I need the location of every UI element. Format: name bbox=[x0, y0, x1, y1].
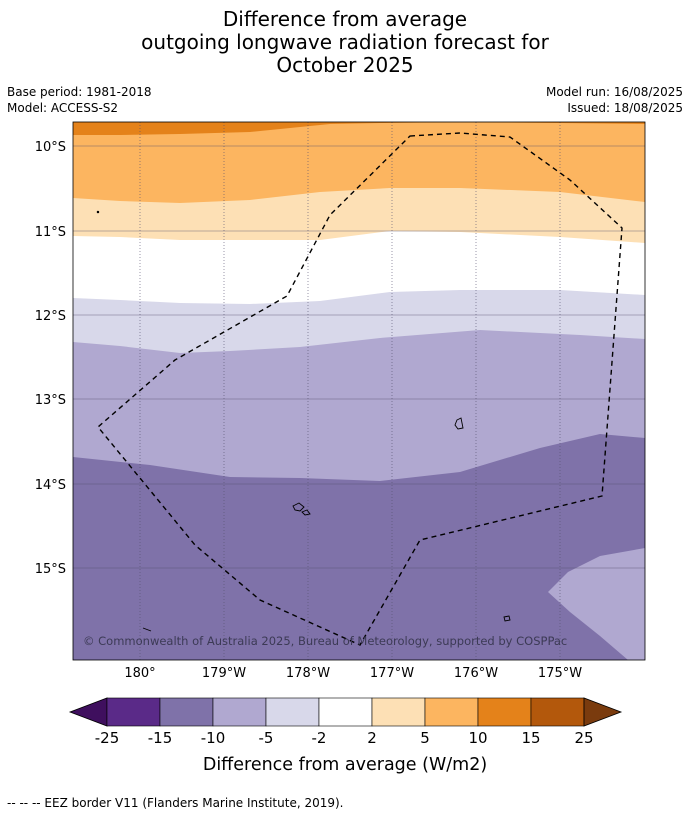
lon-label: 179°W bbox=[202, 666, 246, 681]
lat-labels: 10°S 11°S 12°S 13°S 14°S 15°S bbox=[35, 140, 66, 577]
colorbar-tick: 15 bbox=[521, 729, 540, 747]
lon-label: 180° bbox=[124, 666, 155, 681]
lon-label: 178°W bbox=[286, 666, 330, 681]
island-south-group bbox=[292, 502, 305, 512]
colorbar-tick: -15 bbox=[148, 729, 173, 747]
map-figure: © Commonwealth of Australia 2025, Bureau… bbox=[35, 121, 646, 775]
colorbar-tick: 25 bbox=[574, 729, 593, 747]
colorbar-tick: -25 bbox=[95, 729, 120, 747]
colorbar-label: Difference from average (W/m2) bbox=[203, 755, 487, 775]
colorbar-tick: -10 bbox=[201, 729, 226, 747]
colorbar-segment bbox=[106, 697, 161, 727]
colorbar-segment bbox=[212, 697, 267, 727]
chart-title: Difference from average outgoing longwav… bbox=[0, 8, 690, 77]
model-text: Model: ACCESS-S2 bbox=[7, 101, 119, 115]
lat-label: 11°S bbox=[35, 225, 66, 240]
lat-label: 13°S bbox=[35, 393, 66, 408]
colorbar-segment bbox=[265, 697, 320, 727]
colorbar-high-arrow bbox=[583, 697, 623, 727]
colorbar-tick: -5 bbox=[259, 729, 274, 747]
meta-left: Base period: 1981-2018 Model: ACCESS-S2 bbox=[7, 84, 152, 116]
colorbar-low-arrow bbox=[68, 697, 108, 727]
title-line-2: outgoing longwave radiation forecast for bbox=[141, 30, 549, 54]
eez-legend-text: -- -- -- EEZ border V11 (Flanders Marine… bbox=[7, 796, 344, 810]
lat-label: 12°S bbox=[35, 309, 66, 324]
colorbar-ticks: -25 -15 -10 -5 -2 2 5 10 15 25 bbox=[95, 729, 594, 747]
base-period-text: Base period: 1981-2018 bbox=[7, 85, 152, 99]
island-outlines bbox=[96, 210, 511, 632]
issued-text: Issued: 18/08/2025 bbox=[567, 101, 683, 115]
island-southwest bbox=[142, 627, 152, 632]
title-line-3: October 2025 bbox=[276, 53, 414, 77]
title-line-1: Difference from average bbox=[222, 7, 468, 31]
colorbar: -25 -15 -10 -5 -2 2 5 10 15 25 Differenc… bbox=[68, 697, 623, 775]
lon-label: 175°W bbox=[538, 666, 582, 681]
colorbar-segment bbox=[477, 697, 532, 727]
colorbar-segment bbox=[530, 697, 585, 727]
lat-label: 10°S bbox=[35, 140, 66, 155]
copyright-text: © Commonwealth of Australia 2025, Bureau… bbox=[83, 634, 567, 648]
colorbar-segment bbox=[318, 697, 373, 727]
lon-label: 177°W bbox=[370, 666, 414, 681]
model-run-text: Model run: 16/08/2025 bbox=[545, 85, 683, 99]
colorbar-segment bbox=[424, 697, 479, 727]
lat-label: 14°S bbox=[35, 478, 66, 493]
lon-labels: 180° 179°W 178°W 177°W 176°W 175°W bbox=[124, 666, 582, 681]
colorbar-tick: -2 bbox=[312, 729, 327, 747]
band-plus5-plus10 bbox=[73, 122, 645, 203]
lon-label: 176°W bbox=[454, 666, 498, 681]
colorbar-tick: 2 bbox=[367, 729, 377, 747]
anomaly-field bbox=[73, 122, 645, 660]
island-east bbox=[454, 417, 464, 430]
eez-border bbox=[97, 132, 623, 646]
lat-label: 15°S bbox=[35, 562, 66, 577]
colorbar-segment bbox=[371, 697, 426, 727]
band-lobe-se bbox=[548, 548, 645, 660]
colorbar-segment bbox=[159, 697, 214, 727]
colorbar-tick: 5 bbox=[420, 729, 430, 747]
band-plus10-plus15 bbox=[73, 122, 645, 135]
island-southeast bbox=[503, 615, 511, 622]
colorbar-tick: 10 bbox=[468, 729, 487, 747]
meta-right: Model run: 16/08/2025 Issued: 18/08/2025 bbox=[546, 84, 683, 116]
map-frame bbox=[72, 121, 646, 661]
